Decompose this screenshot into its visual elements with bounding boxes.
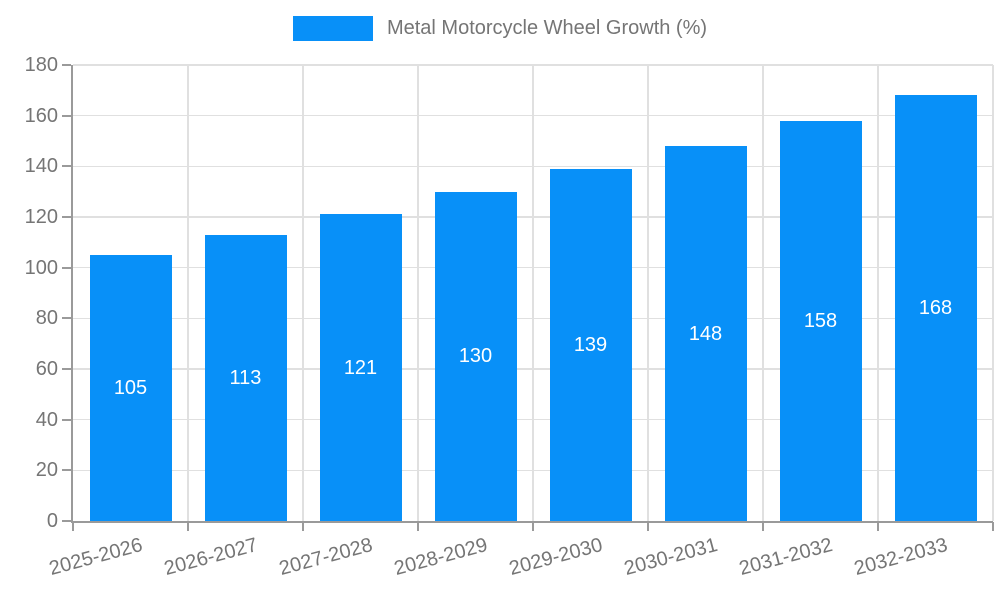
y-axis-tick-label: 0 <box>46 510 58 532</box>
bar-2026-2027[interactable] <box>204 234 287 521</box>
y-axis-tick-label: 20 <box>35 459 58 482</box>
x-axis-category-label: 2027-2028 <box>276 533 375 580</box>
x-axis-tick <box>302 522 304 531</box>
bar-2032-2033[interactable] <box>894 95 977 521</box>
y-axis-tick <box>62 64 71 66</box>
x-axis-tick <box>762 522 764 531</box>
bar-2030-2031[interactable] <box>664 146 747 521</box>
gridline-vertical <box>762 65 764 521</box>
bar-value-label: 158 <box>803 309 838 332</box>
y-axis-tick <box>62 114 71 117</box>
y-axis-tick <box>62 469 71 472</box>
y-axis-line <box>71 65 73 523</box>
gridline-vertical <box>302 65 304 521</box>
x-axis-category-label: 2029-2030 <box>506 533 605 580</box>
bar-value-label: 113 <box>229 366 262 389</box>
x-axis-tick <box>992 522 994 531</box>
x-axis-tick <box>877 522 879 531</box>
bar-value-label: 105 <box>113 377 148 399</box>
y-axis-tick-label: 180 <box>24 54 58 76</box>
gridline-vertical <box>647 65 649 521</box>
bar-value-label: 121 <box>343 356 378 379</box>
bar-value-label: 148 <box>688 322 723 345</box>
x-axis-category-label: 2026-2027 <box>161 533 260 580</box>
x-axis-category-label: 2032-2033 <box>851 533 950 580</box>
bar-2025-2026[interactable] <box>89 255 172 521</box>
x-axis-tick <box>187 522 189 531</box>
x-axis-category-label: 2025-2026 <box>46 533 145 580</box>
y-axis-tick-label: 80 <box>35 307 58 330</box>
y-axis-tick <box>62 216 71 218</box>
y-axis-tick-label: 100 <box>24 256 58 279</box>
bar-value-label: 130 <box>458 345 493 368</box>
x-axis-tick <box>417 522 419 531</box>
gridline-vertical <box>417 65 419 521</box>
x-axis-tick <box>647 522 649 531</box>
bar-2028-2029[interactable] <box>434 191 517 521</box>
y-axis-tick <box>62 317 71 320</box>
y-axis-tick-label: 60 <box>35 358 58 380</box>
legend-swatch-icon <box>292 16 373 41</box>
bar-value-label: 168 <box>918 297 953 320</box>
bar-2027-2028[interactable] <box>319 214 402 521</box>
gridline-vertical <box>877 65 879 521</box>
y-axis-tick-label: 140 <box>24 155 58 178</box>
bar-value-label: 139 <box>573 333 608 356</box>
plot-area: 105 113 121 130 139 148 158 168 <box>62 64 994 531</box>
y-axis-tick <box>62 520 71 522</box>
y-axis-tick <box>62 165 71 168</box>
y-axis-tick <box>62 266 71 269</box>
x-axis-category-label: 2030-2031 <box>621 533 720 580</box>
x-axis-tick <box>72 522 74 531</box>
x-axis-tick <box>532 522 534 531</box>
bar-2031-2032[interactable] <box>779 120 862 521</box>
x-axis-category-label: 2031-2032 <box>736 533 835 580</box>
gridline-vertical <box>992 65 994 521</box>
chart-legend[interactable]: Metal Motorcycle Wheel Growth (%) <box>0 16 1000 41</box>
legend-label: Metal Motorcycle Wheel Growth (%) <box>386 17 708 39</box>
y-axis-tick-label: 40 <box>35 408 58 431</box>
gridline-vertical <box>532 65 534 521</box>
y-axis-tick <box>62 368 71 370</box>
gridline-vertical <box>187 65 189 521</box>
x-axis-category-label: 2028-2029 <box>391 533 490 580</box>
y-axis-tick-label: 160 <box>24 104 58 127</box>
y-axis-tick-label: 120 <box>24 206 58 228</box>
bar-2029-2030[interactable] <box>549 168 632 521</box>
y-axis-tick <box>62 418 71 421</box>
